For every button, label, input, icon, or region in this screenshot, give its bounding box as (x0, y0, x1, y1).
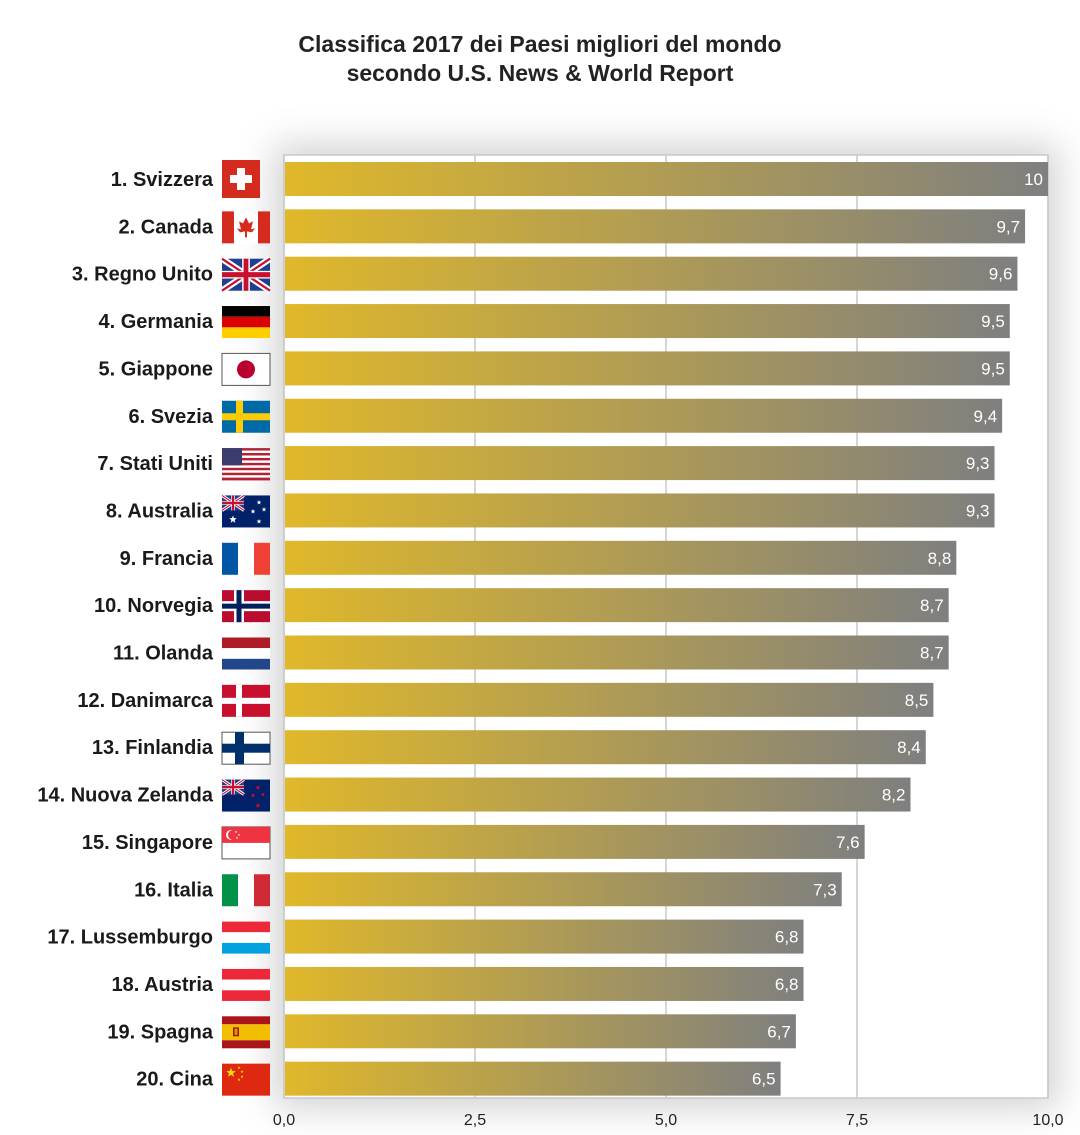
category-label: 11. Olanda (113, 643, 214, 665)
bar (285, 966, 804, 1001)
singapore-flag-icon (221, 826, 271, 860)
japan-flag-icon (221, 352, 271, 386)
germany-flag-icon (222, 306, 270, 339)
category-label: 17. Lussemburgo (47, 927, 213, 949)
bar (285, 209, 1026, 244)
category-label: 4. Germania (98, 311, 213, 333)
x-tick-label: 7,5 (846, 1112, 868, 1129)
bar-value-label: 8,4 (897, 738, 921, 757)
bar-value-label: 8,8 (928, 549, 952, 568)
category-label: 15. Singapore (82, 832, 213, 854)
netherlands-flag-icon (222, 637, 270, 670)
bar (285, 493, 995, 528)
bar (285, 446, 995, 481)
bar-value-label: 9,5 (981, 359, 1005, 378)
bar (285, 635, 949, 670)
bar (285, 162, 1048, 196)
united-states-flag-icon (222, 448, 270, 481)
bar-value-label: 7,3 (813, 880, 837, 899)
bar-value-label: 8,7 (920, 644, 944, 663)
bar (285, 304, 1010, 339)
category-label: 19. Spagna (107, 1021, 213, 1043)
italy-flag-icon (222, 874, 270, 907)
canada-flag-icon (222, 211, 270, 244)
china-flag-icon (222, 1063, 270, 1096)
france-flag-icon (222, 542, 270, 575)
luxembourg-flag-icon (222, 921, 270, 954)
category-label: 10. Norvegia (94, 595, 214, 617)
category-label: 7. Stati Uniti (97, 453, 213, 475)
united-kingdom-flag-icon (220, 256, 272, 294)
chart-title: Classifica 2017 dei Paesi migliori del m… (298, 31, 782, 57)
x-tick-label: 10,0 (1032, 1112, 1063, 1129)
australia-flag-icon (221, 494, 270, 528)
bar-value-label: 9,3 (966, 454, 990, 473)
bar-value-label: 7,6 (836, 833, 860, 852)
bar (285, 872, 842, 907)
bar (285, 398, 1003, 433)
bar (285, 588, 949, 623)
bar-value-label: 8,5 (905, 691, 929, 710)
bar (285, 730, 926, 765)
bar-value-label: 10 (1024, 170, 1043, 189)
bar-value-label: 8,7 (920, 596, 944, 615)
category-label: 14. Nuova Zelanda (37, 785, 213, 807)
category-label: 20. Cina (136, 1069, 214, 1091)
bar (285, 824, 865, 859)
bar (285, 1061, 781, 1096)
category-label: 6. Svezia (128, 406, 213, 428)
bar-value-label: 9,3 (966, 501, 990, 520)
bar (285, 351, 1010, 386)
bar-value-label: 6,7 (767, 1022, 791, 1041)
category-label: 8. Australia (106, 500, 214, 522)
bar (285, 682, 934, 717)
category-label: 16. Italia (134, 879, 214, 901)
chart-title-block: Classifica 2017 dei Paesi migliori del m… (0, 30, 1080, 88)
x-tick-label: 2,5 (464, 1112, 486, 1129)
category-label: 2. Canada (119, 216, 214, 238)
bar (285, 256, 1018, 291)
category-label: 3. Regno Unito (72, 264, 213, 286)
bar-value-label: 6,8 (775, 928, 799, 947)
denmark-flag-icon (222, 684, 270, 717)
austria-flag-icon (222, 968, 270, 1001)
new-zealand-flag-icon (221, 778, 270, 812)
bar-value-label: 9,7 (996, 217, 1020, 236)
norway-flag-icon (222, 590, 270, 623)
chart-subtitle: secondo U.S. News & World Report (346, 60, 734, 86)
spain-flag-icon (222, 1016, 270, 1049)
bar-value-label: 9,4 (974, 407, 998, 426)
bar (285, 1014, 796, 1049)
bar (285, 540, 957, 575)
category-label: 18. Austria (111, 974, 213, 996)
category-label: 9. Francia (120, 548, 214, 570)
bar (285, 919, 804, 954)
category-label: 1. Svizzera (111, 169, 214, 191)
bar (285, 777, 911, 812)
sweden-flag-icon (222, 400, 270, 433)
bar-value-label: 6,5 (752, 1070, 776, 1089)
bar-value-label: 9,6 (989, 265, 1013, 284)
x-tick-label: 5,0 (655, 1112, 677, 1129)
bar-value-label: 9,5 (981, 312, 1005, 331)
category-label: 13. Finlandia (92, 737, 214, 759)
category-label: 5. Giappone (99, 358, 213, 380)
category-label: 12. Danimarca (77, 690, 214, 712)
switzerland-flag-icon (222, 160, 260, 198)
x-tick-label: 0,0 (273, 1112, 295, 1129)
bar-value-label: 6,8 (775, 975, 799, 994)
bar-value-label: 8,2 (882, 786, 906, 805)
finland-flag-icon (221, 731, 271, 765)
